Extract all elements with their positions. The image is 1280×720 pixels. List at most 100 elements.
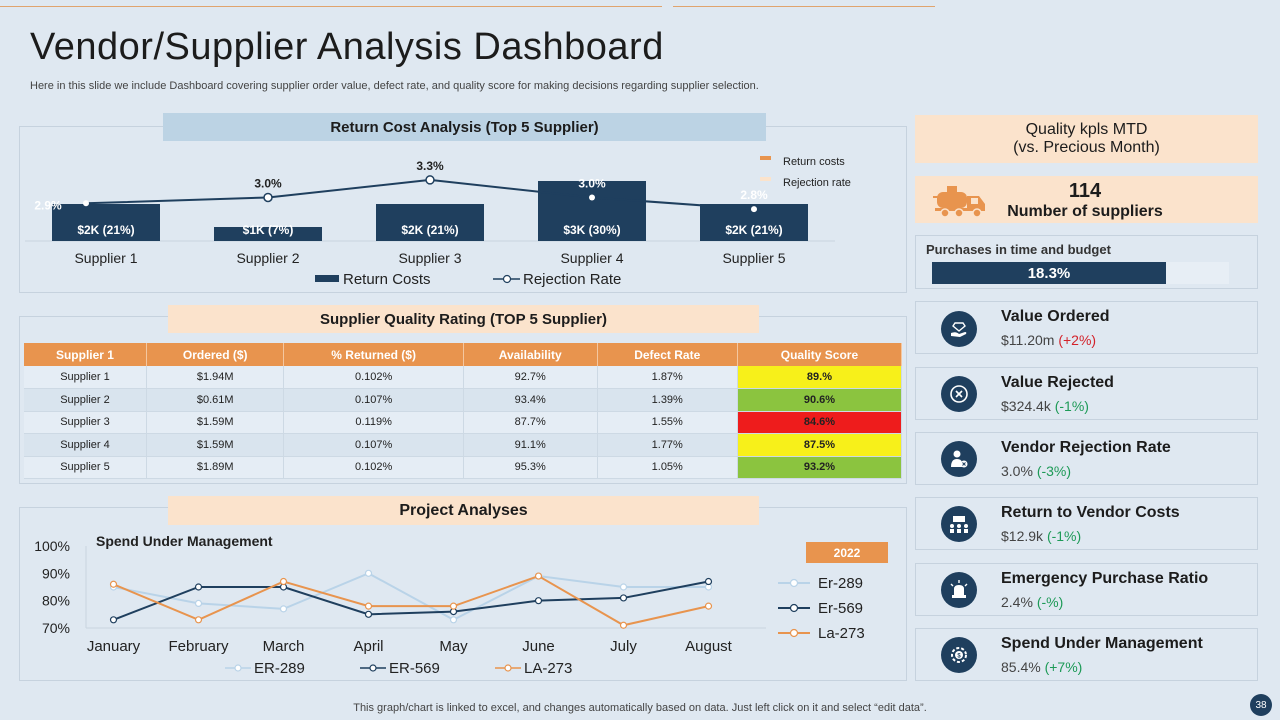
kpi-title: Value Ordered: [1001, 308, 1110, 325]
rejection-rate-point: [83, 200, 89, 207]
return-cost-bar: [376, 204, 484, 241]
kpi-card-spend-under-management: $ Spend Under Management 85.4% (+7%): [915, 628, 1258, 681]
kpi-change: (-1%): [1046, 528, 1082, 544]
kpi-change: (-%): [1036, 594, 1064, 610]
kpi-title: Value Rejected: [1001, 374, 1114, 391]
legend-label: Er-289: [818, 575, 863, 592]
page-subtitle: Here in this slide we include Dashboard …: [30, 80, 759, 92]
series-point: [619, 594, 628, 602]
table-cell: Supplier 2: [24, 388, 147, 412]
series-point: [534, 597, 543, 605]
series-point: [194, 583, 203, 591]
svg-text:$: $: [957, 654, 961, 660]
quality-kpi-header: Quality kpls MTD (vs. Precious Month): [915, 115, 1258, 163]
series-point: [364, 610, 373, 618]
table-cell: 92.7%: [463, 366, 598, 389]
table-row: Supplier 4 $1.59M 0.107% 91.1% 1.77% 87.…: [24, 433, 903, 457]
legend-marker: [504, 664, 512, 672]
x-tick-label: April: [353, 638, 383, 655]
table-cell: 91.1%: [463, 433, 598, 457]
spend-chart-title: Spend Under Management: [96, 533, 273, 549]
kpi-change: (+7%): [1044, 659, 1083, 675]
series-line-er-289: [113, 572, 709, 621]
page-number: 38: [1250, 694, 1272, 716]
series-point: [279, 605, 288, 613]
column-header: % Returned ($): [283, 343, 464, 366]
legend-swatch-rejection-rate: [760, 177, 771, 181]
table-cell: 1.55%: [597, 411, 738, 434]
legend-marker: [789, 628, 799, 638]
quality-rating-table: Supplier 1 Ordered ($) % Returned ($) Av…: [24, 343, 903, 479]
legend-marker: [234, 664, 242, 672]
table-cell: 87.7%: [463, 411, 598, 434]
x-tick-label: July: [610, 638, 637, 655]
kpi-amount: $324.4k: [1001, 398, 1051, 414]
bar-data-label: $3K (30%): [563, 223, 620, 237]
footer-note: This graph/chart is linked to excel, and…: [353, 702, 927, 714]
quality-score-cell: 84.6%: [737, 411, 903, 434]
purchases-label: Purchases in time and budget: [926, 242, 1111, 257]
series-point: [619, 583, 628, 591]
column-header: Ordered ($): [146, 343, 285, 366]
table-cell: $1.94M: [146, 366, 285, 389]
return-cost-bar: [52, 204, 160, 241]
quality-kpi-subtitle: (vs. Precious Month): [1013, 139, 1160, 156]
table-row: Supplier 2 $0.61M 0.107% 93.4% 1.39% 90.…: [24, 388, 903, 412]
category-tick-label: Supplier 2: [236, 250, 299, 266]
reject-circle-icon: [941, 376, 977, 412]
series-point: [449, 602, 458, 610]
x-tick-label: August: [685, 638, 733, 655]
kpi-amount: 3.0%: [1001, 463, 1033, 479]
top-accent-line: [0, 6, 662, 7]
table-cell: 0.102%: [283, 366, 464, 389]
kpi-title: Spend Under Management: [1001, 635, 1203, 652]
category-tick-label: Supplier 5: [722, 250, 785, 266]
line-data-label: 3.0%: [254, 176, 282, 190]
rejection-rate-point: [425, 175, 435, 185]
series-point: [619, 621, 628, 629]
legend-marker: [789, 578, 799, 588]
kpi-card-value-ordered: Value Ordered $11.20m (+2%): [915, 301, 1258, 354]
series-point: [109, 580, 118, 588]
kpi-value: $11.20m (+2%): [1001, 332, 1096, 348]
alarm-siren-icon: [941, 572, 977, 608]
table-cell: Supplier 1: [24, 366, 147, 389]
y-tick-label: 80%: [42, 593, 70, 609]
legend-label: ER-569: [389, 660, 440, 677]
legend-swatch-return-costs: [760, 156, 771, 160]
table-row: Supplier 5 $1.89M 0.102% 95.3% 1.05% 93.…: [24, 456, 903, 479]
series-line-la-273: [113, 574, 709, 627]
table-cell: Supplier 4: [24, 433, 147, 457]
y-tick-label: 70%: [42, 620, 70, 636]
line-data-label: 3.3%: [416, 159, 444, 173]
series-line-er-569: [113, 580, 709, 621]
kpi-value: $12.9k (-1%): [1001, 528, 1081, 544]
kpi-title: Return to Vendor Costs: [1001, 504, 1180, 521]
table-cell: 95.3%: [463, 456, 598, 479]
category-tick-label: Supplier 4: [560, 250, 623, 266]
top-accent-line: [673, 6, 935, 7]
x-tick-label: March: [263, 638, 305, 655]
suppliers-count-card: 114 Number of suppliers: [915, 176, 1258, 223]
category-tick-label: Supplier 1: [74, 250, 137, 266]
x-tick-label: June: [522, 638, 555, 655]
kpi-title: Vendor Rejection Rate: [1001, 439, 1171, 456]
bar-data-label: $2K (21%): [725, 223, 782, 237]
legend-label: ER-289: [254, 660, 305, 677]
legend-label: Rejection Rate: [523, 271, 621, 288]
kpi-card-value-rejected: Value Rejected $324.4k (-1%): [915, 367, 1258, 420]
legend-label: Er-569: [818, 600, 863, 617]
rejection-rate-point: [263, 192, 273, 203]
spend-line-chart[interactable]: 100% 90% 80% 70% January February March April Ma…: [20, 530, 906, 680]
hand-diamond-icon: [941, 311, 977, 347]
rejection-rate-point: [751, 206, 757, 213]
kpi-card-return-to-vendor-costs: Return to Vendor Costs $12.9k (-1%): [915, 497, 1258, 550]
kpi-value: 2.4% (-%): [1001, 594, 1063, 610]
series-point: [194, 599, 203, 608]
line-data-label: 3.0%: [578, 176, 606, 190]
kpi-amount: $11.20m: [1001, 332, 1055, 348]
legend-label: Return Costs: [343, 271, 431, 288]
return-cost-chart[interactable]: $2K (21%) Supplier 1 $1K (7%) Supplier 2 $2K…: [20, 141, 906, 291]
project-panel: [19, 507, 907, 681]
suppliers-label: Number of suppliers: [1007, 203, 1163, 220]
